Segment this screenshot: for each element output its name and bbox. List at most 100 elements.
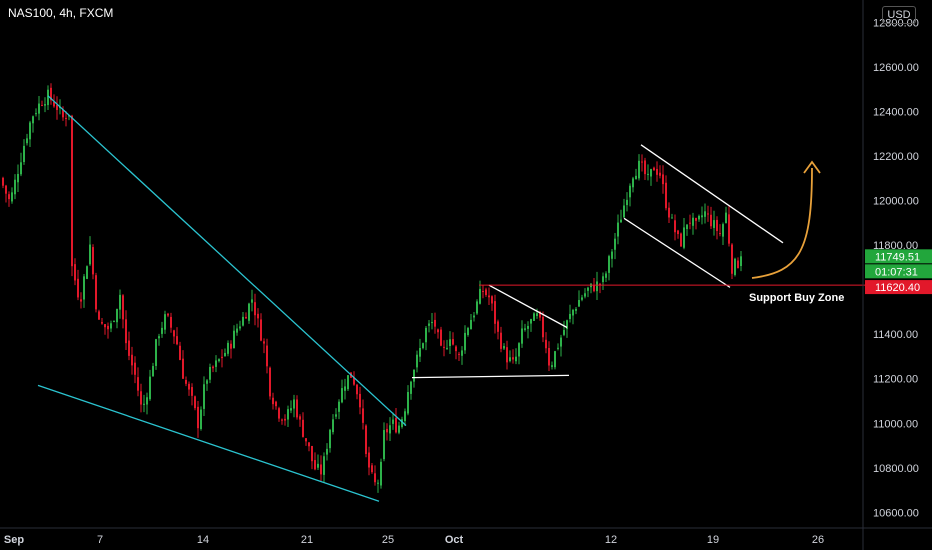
candle-body bbox=[215, 360, 217, 367]
candle-body bbox=[476, 301, 478, 314]
candle-body bbox=[194, 396, 196, 409]
candle-body bbox=[425, 327, 427, 343]
last-price-tag: 11749.51 bbox=[875, 251, 920, 263]
candle-body bbox=[104, 324, 106, 328]
candle-body bbox=[266, 345, 268, 367]
candle-body bbox=[191, 387, 193, 396]
candle-body bbox=[140, 391, 142, 405]
candle-body bbox=[695, 217, 697, 221]
y-tick-label: 10600.00 bbox=[873, 507, 919, 519]
y-tick-label: 12000.00 bbox=[873, 196, 919, 208]
candle-body bbox=[671, 217, 673, 219]
candle-body bbox=[422, 343, 424, 349]
candle-body bbox=[485, 289, 487, 296]
candle-body bbox=[656, 168, 658, 175]
candle-body bbox=[179, 345, 181, 360]
candle-body bbox=[731, 244, 733, 274]
candle-body bbox=[200, 409, 202, 430]
candle-body bbox=[248, 303, 250, 321]
candle-body bbox=[263, 341, 265, 344]
candle-body bbox=[209, 366, 211, 380]
candle-body bbox=[11, 192, 13, 202]
candle-body bbox=[293, 399, 295, 409]
candle-body bbox=[434, 319, 436, 327]
candle-body bbox=[509, 357, 511, 362]
y-tick-label: 11800.00 bbox=[873, 240, 918, 252]
candle-body bbox=[92, 247, 94, 275]
candle-body bbox=[692, 217, 694, 226]
candle-body bbox=[89, 244, 91, 265]
symbol-title[interactable]: NAS100, 4h, FXCM bbox=[8, 6, 114, 20]
candle-body bbox=[734, 258, 736, 275]
x-tick-label: 21 bbox=[301, 534, 313, 546]
candle-body bbox=[344, 386, 346, 391]
candle-body bbox=[665, 182, 667, 209]
candle-body bbox=[467, 328, 469, 335]
candle-body bbox=[122, 295, 124, 320]
candle-body bbox=[134, 362, 136, 375]
candle-body bbox=[185, 379, 187, 384]
candle-body bbox=[155, 339, 157, 366]
candle-body bbox=[452, 339, 454, 345]
candle-body bbox=[245, 316, 247, 319]
candle-body bbox=[713, 220, 715, 228]
candle-body bbox=[413, 369, 415, 382]
candle-body bbox=[560, 337, 562, 347]
candle-body bbox=[512, 357, 514, 360]
candle-body bbox=[500, 332, 502, 349]
candle-body bbox=[470, 319, 472, 330]
candle-body bbox=[629, 185, 631, 198]
candle-body bbox=[455, 346, 457, 352]
y-tick-label: 11000.00 bbox=[873, 418, 918, 430]
x-tick-label: 14 bbox=[197, 534, 209, 546]
candle-body bbox=[572, 309, 574, 316]
candle-body bbox=[71, 115, 73, 267]
candle-body bbox=[440, 329, 442, 346]
candle-body bbox=[212, 366, 214, 369]
candle-body bbox=[374, 473, 376, 483]
candle-body bbox=[275, 401, 277, 407]
candle-body bbox=[644, 160, 646, 175]
time-axis[interactable]: Sep 7 14 21 25 Oct 12 19 26 bbox=[0, 527, 932, 546]
candle-body bbox=[416, 354, 418, 368]
candle-body bbox=[530, 319, 532, 324]
drawings-layer: Support Buy Zone bbox=[37, 95, 865, 502]
candle-body bbox=[62, 109, 64, 118]
candle-body bbox=[380, 461, 382, 486]
candle-body bbox=[491, 296, 493, 304]
candle-body bbox=[206, 380, 208, 384]
candle-body bbox=[737, 260, 739, 268]
candle-body bbox=[389, 425, 391, 434]
channel-1-lower-line bbox=[411, 374, 570, 379]
candle-body bbox=[146, 397, 148, 405]
wedge-upper-line bbox=[47, 95, 407, 426]
y-tick-label: 12400.00 bbox=[873, 106, 919, 118]
x-tick-label: 26 bbox=[812, 534, 824, 546]
candle-body bbox=[668, 207, 670, 218]
candle-body bbox=[548, 348, 550, 366]
candle-body bbox=[428, 323, 430, 326]
candle-body bbox=[557, 347, 559, 349]
candle-body bbox=[725, 212, 727, 223]
candle-body bbox=[659, 172, 661, 176]
candle-body bbox=[449, 339, 451, 347]
arrow-head-icon bbox=[803, 160, 821, 174]
candle-body bbox=[356, 384, 358, 395]
candle-body bbox=[332, 419, 334, 433]
candle-body bbox=[158, 336, 160, 339]
x-tick-label: 12 bbox=[605, 534, 617, 546]
candle-body bbox=[602, 276, 604, 283]
currency-button[interactable]: USD bbox=[882, 6, 916, 24]
candle-body bbox=[65, 117, 67, 120]
x-tick-label: Sep bbox=[4, 534, 24, 546]
candle-body bbox=[32, 116, 34, 124]
candle-body bbox=[521, 328, 523, 344]
candle-body bbox=[113, 321, 115, 323]
candle-body bbox=[461, 350, 463, 356]
candle-body bbox=[353, 377, 355, 385]
candle-body bbox=[362, 408, 364, 423]
candle-body bbox=[35, 113, 37, 115]
candle-body bbox=[347, 375, 349, 390]
candle-body bbox=[479, 288, 481, 304]
